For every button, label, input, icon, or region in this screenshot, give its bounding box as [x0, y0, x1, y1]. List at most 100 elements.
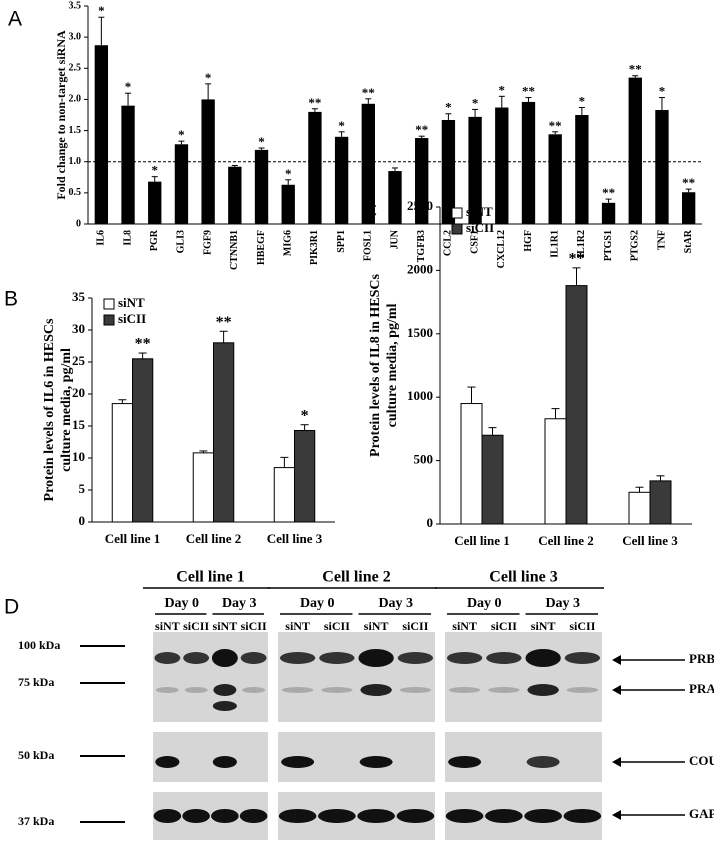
error-bar	[572, 267, 581, 286]
bar	[460, 403, 483, 525]
bar	[254, 149, 269, 224]
significance: *	[285, 166, 292, 181]
error-bar	[488, 427, 497, 436]
y-tick-label: 3.5	[69, 0, 82, 11]
band	[445, 809, 484, 823]
x-tick-label: PIK3R1	[309, 230, 320, 265]
x-tick-label: TGFB3	[416, 230, 427, 262]
day-label: Day 0	[164, 596, 199, 611]
legend-label: siNT	[118, 295, 145, 310]
lane-label: siCII	[569, 619, 595, 633]
significance: *	[579, 94, 586, 109]
error-bar	[551, 408, 560, 419]
lane-label: siCII	[324, 619, 350, 633]
bar	[565, 285, 588, 525]
band	[524, 809, 562, 823]
cell-line-label: Cell line 3	[489, 569, 557, 586]
significance: *	[472, 95, 479, 110]
band	[525, 649, 561, 667]
error-bar	[498, 95, 505, 108]
band	[281, 687, 314, 693]
significance: **	[135, 336, 151, 353]
bar	[468, 116, 482, 224]
x-tick-label: TNF	[656, 230, 667, 250]
bar	[294, 429, 316, 523]
y-tick-label: 35	[72, 289, 86, 304]
arrow-head	[612, 685, 621, 695]
error-bar	[418, 135, 425, 139]
x-tick-label: StAR	[683, 229, 694, 253]
arrow-head	[612, 810, 621, 820]
lane-label: siNT	[213, 619, 238, 633]
band	[278, 809, 317, 823]
significance: **	[569, 251, 585, 268]
band	[211, 649, 238, 667]
cell-line-label: Cell line 2	[322, 569, 390, 586]
panel-label: B	[4, 288, 18, 311]
y-tick-label: 0	[79, 513, 86, 528]
bar	[575, 115, 589, 224]
x-tick-label: IL1R1	[549, 230, 560, 258]
error-bar	[125, 92, 132, 106]
bar	[174, 144, 189, 224]
band	[486, 652, 522, 664]
band	[358, 649, 394, 667]
y-tick-label: 2000	[407, 261, 433, 276]
y-axis-label: culture media, pg/ml	[59, 348, 74, 472]
legend-swatch	[451, 223, 463, 235]
day-label: Day 3	[545, 596, 580, 611]
error-bar	[138, 352, 147, 359]
day-label: Day 3	[222, 596, 257, 611]
x-tick-label: Cell line 1	[105, 531, 161, 546]
y-tick-label: 3.0	[69, 31, 82, 42]
bar	[548, 134, 562, 224]
bar	[111, 403, 133, 523]
error-bar	[98, 16, 105, 46]
significance: *	[445, 100, 452, 115]
band	[182, 809, 210, 823]
error-bar	[525, 97, 532, 102]
band-label: COUPTFII	[689, 753, 714, 768]
x-tick-label: IL1R2	[576, 230, 587, 258]
x-tick-label: CCL2	[443, 230, 454, 256]
blot-strip	[278, 632, 435, 722]
blot-strip	[445, 632, 602, 722]
marker-label: 75 kDa	[18, 675, 54, 689]
x-tick-label: IL8	[122, 230, 133, 246]
band	[399, 687, 432, 693]
error-bar	[219, 330, 228, 343]
legend-label: siCII	[118, 311, 146, 326]
bar	[441, 119, 456, 224]
error-bar	[472, 108, 479, 117]
significance: **	[362, 85, 375, 100]
band	[239, 809, 268, 823]
error-bar	[338, 131, 345, 137]
band	[360, 684, 392, 696]
legend-swatch	[451, 207, 463, 219]
arrow-head	[612, 655, 621, 665]
y-tick-label: 1500	[407, 325, 433, 340]
band	[184, 687, 208, 693]
error-bar	[365, 98, 372, 104]
error-bar	[285, 179, 292, 185]
error-bar	[605, 198, 612, 203]
bar	[681, 192, 696, 224]
error-bar	[205, 83, 212, 100]
lane-label: siCII	[402, 619, 428, 633]
band	[446, 652, 483, 664]
cell-line-label: Cell line 1	[176, 569, 244, 586]
band	[564, 652, 601, 664]
lane-label: siNT	[452, 619, 477, 633]
band	[485, 809, 523, 823]
y-tick-label: 1.5	[69, 125, 82, 136]
x-tick-label: HBEGF	[256, 230, 267, 265]
x-tick-label: CSF1	[469, 230, 480, 254]
error-bar	[578, 107, 585, 115]
x-tick-label: Cell line 3	[267, 531, 323, 546]
significance: **	[308, 95, 321, 110]
significance: **	[415, 122, 428, 137]
x-tick-label: Cell line 2	[186, 531, 242, 546]
band	[153, 809, 182, 823]
lane-label: siCII	[183, 619, 209, 633]
